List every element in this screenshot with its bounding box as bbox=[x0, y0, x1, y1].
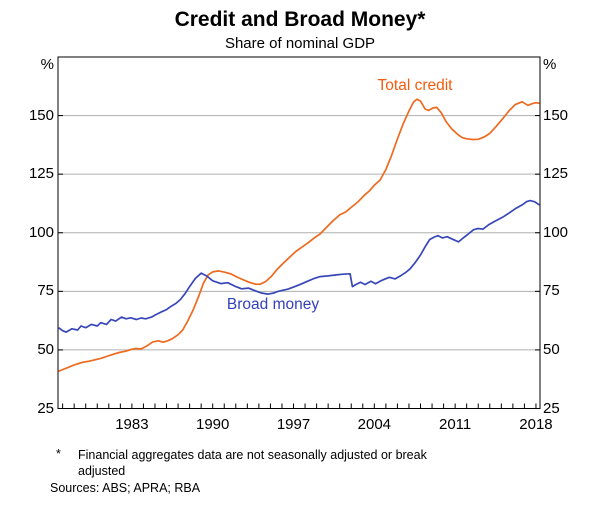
page-subtitle: Share of nominal GDP bbox=[224, 35, 376, 52]
y-axis-tick-label-right-125: 125 bbox=[543, 165, 569, 183]
footnote-text: Financial aggregates data are not season… bbox=[78, 448, 427, 478]
page-title: Credit and Broad Money* bbox=[174, 8, 426, 31]
x-axis-tick-label-2011: 2011 bbox=[439, 415, 472, 433]
y-axis-tick-label-left-100: 100 bbox=[28, 223, 54, 241]
x-axis-tick-label-1990: 1990 bbox=[196, 415, 230, 433]
y-axis-tick-label-right-100: 100 bbox=[543, 223, 569, 241]
y-axis-tick-label-left-150: 150 bbox=[28, 106, 54, 124]
series-label-total-credit: Total credit bbox=[377, 77, 453, 94]
y-axis-tick-label-left-125: 125 bbox=[28, 165, 54, 183]
x-axis-tick-label-1983: 1983 bbox=[115, 415, 149, 433]
sources-text: Sources: ABS; APRA; RBA bbox=[50, 481, 201, 495]
unit-label-left: % bbox=[40, 56, 54, 73]
y-axis-tick-label-right-50: 50 bbox=[543, 340, 560, 358]
x-axis-tick-label-1997: 1997 bbox=[276, 415, 311, 433]
y-axis-tick-label-right-150: 150 bbox=[543, 106, 569, 124]
x-axis-tick-label-2004: 2004 bbox=[357, 415, 392, 433]
series-line-1 bbox=[58, 199, 540, 333]
series-line-0 bbox=[58, 98, 540, 372]
series-label-broad-money: Broad money bbox=[226, 296, 320, 313]
y-axis-tick-label-left-75: 75 bbox=[37, 282, 54, 300]
y-axis-tick-label-left-50: 50 bbox=[37, 340, 54, 358]
y-axis-tick-label-right-25: 25 bbox=[543, 399, 560, 417]
y-axis-tick-label-right-75: 75 bbox=[543, 282, 560, 300]
x-axis-tick-label-2018: 2018 bbox=[519, 415, 553, 433]
footnote-marker: * bbox=[56, 447, 61, 461]
y-axis-tick-label-left-25: 25 bbox=[37, 399, 54, 417]
unit-label-right: % bbox=[543, 56, 557, 73]
